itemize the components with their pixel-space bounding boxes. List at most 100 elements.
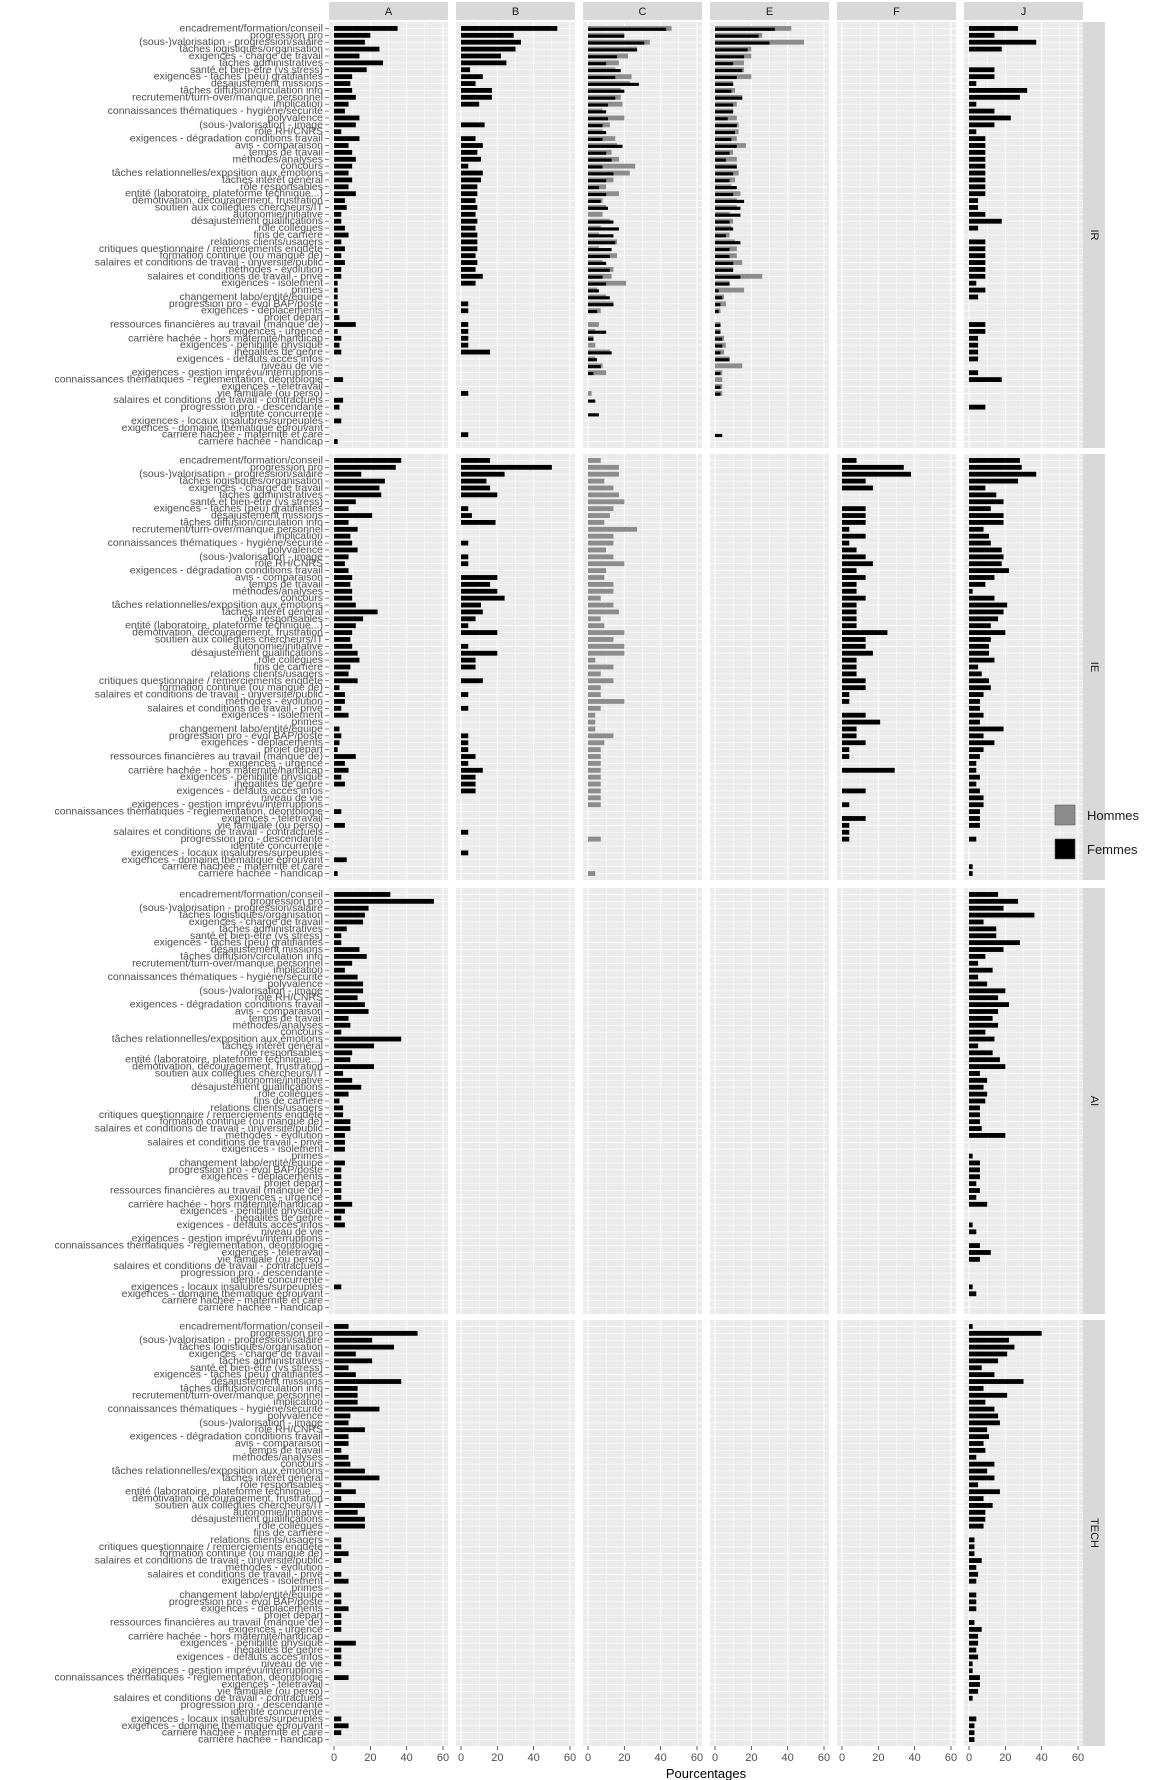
bar-femmes [969,1599,977,1605]
category-label: tâches diffusion/circulation info [180,516,323,528]
bar-femmes [334,328,338,334]
bar-femmes [969,795,984,801]
bar-femmes [715,289,719,293]
bar-femmes [715,151,730,155]
bar-hommes [588,692,601,697]
category-label: rôle collègues [258,654,323,666]
bar-femmes [842,650,873,656]
bar-femmes [969,740,995,746]
bar-femmes [334,1126,351,1131]
bar-femmes [334,1337,373,1343]
category-label: connaissances thématiques - hygiène/sécu… [108,971,324,983]
bar-femmes [588,172,614,176]
bar-femmes [969,637,991,642]
bar-femmes [969,1133,1006,1138]
category-label: tâches intérêt général [222,1040,323,1052]
bar-femmes [461,267,476,272]
category-label: primes [291,1150,323,1162]
bar-femmes [334,657,360,663]
bar-femmes [334,205,347,210]
bar-femmes [334,747,338,753]
bar-femmes [969,1640,979,1646]
category-label: exigences - isolement [221,709,323,721]
bar-hommes [588,616,601,622]
x-tick-label: 0 [331,1752,337,1764]
bar-hommes [588,795,601,801]
bar-femmes [334,239,342,245]
bar-femmes [842,754,850,759]
category-label: tâches relationnelles/exposition aux émo… [112,1033,323,1045]
bar-femmes [334,1386,358,1391]
bar-femmes [715,96,743,100]
category-label: progression pro - descendante [181,833,324,845]
bar-femmes [969,485,986,491]
bar-femmes [969,1489,1000,1495]
bar-femmes [461,218,478,224]
bar-hommes [588,754,601,759]
bar-femmes [969,809,980,814]
category-label: connaissances thématiques - réglementati… [54,1672,323,1684]
bar-femmes [969,864,973,870]
bar-femmes [461,520,496,525]
bar-femmes [969,1002,1009,1008]
bar-femmes [842,692,850,697]
bar-femmes [588,303,614,307]
category-label: temps de travail [249,1012,323,1024]
bar-femmes [715,254,730,259]
bar-femmes [334,513,373,518]
bar-femmes [842,671,857,677]
category-label: exigences - déplacements [201,1603,323,1615]
category-label: tâches intérêt général [222,606,323,618]
panel-IR-F [837,22,956,448]
bar-hommes [588,554,614,560]
bar-femmes [969,101,977,107]
bar-femmes [461,692,469,697]
category-label: tâches administratives [219,923,323,935]
bar-femmes [334,1222,345,1228]
bar-femmes [461,177,481,183]
category-label: exigences - déplacements [201,737,323,749]
category-label: exigences - charge de travail [189,50,323,62]
bar-femmes [969,1413,999,1419]
bar-hommes [588,471,619,477]
bar-femmes [461,335,469,341]
bar-femmes [969,239,986,245]
bar-femmes [969,218,1002,224]
bar-femmes [969,671,982,677]
bar-femmes [334,1064,374,1069]
bar-femmes [461,273,483,279]
category-label: niveau de vie [261,1226,323,1238]
bar-femmes [969,1606,977,1612]
bar-femmes [461,733,469,739]
bar-hommes [588,678,614,684]
bar-femmes [842,568,857,574]
bar-femmes [969,1050,993,1056]
bar-femmes [588,241,616,245]
bar-femmes [969,273,986,279]
x-tick-label: 40 [782,1752,794,1764]
bar-femmes [969,1036,995,1042]
bar-femmes [334,156,356,162]
category-label: changement labo/entité/équipe [179,723,323,735]
category-label: autonomie/initiative [233,1074,323,1086]
bar-femmes [334,871,338,876]
bar-femmes [461,39,521,45]
bar-femmes [969,1167,980,1173]
bar-femmes [969,1716,977,1722]
bar-femmes [461,485,491,491]
row-strip-AI [1083,888,1105,1314]
bar-hommes [588,163,636,169]
bar-hommes [588,657,596,663]
bar-femmes [334,149,353,155]
bar-femmes [969,1592,977,1598]
bar-femmes [842,623,857,629]
category-label: désajustement qualifications [191,215,323,227]
bar-femmes [969,1392,1008,1398]
bar-femmes [969,513,1004,518]
bar-femmes [969,719,980,725]
bar-femmes [334,267,342,272]
bar-femmes [588,371,594,376]
bar-hommes [588,513,610,518]
bar-femmes [715,165,737,169]
bar-femmes [334,1077,353,1083]
